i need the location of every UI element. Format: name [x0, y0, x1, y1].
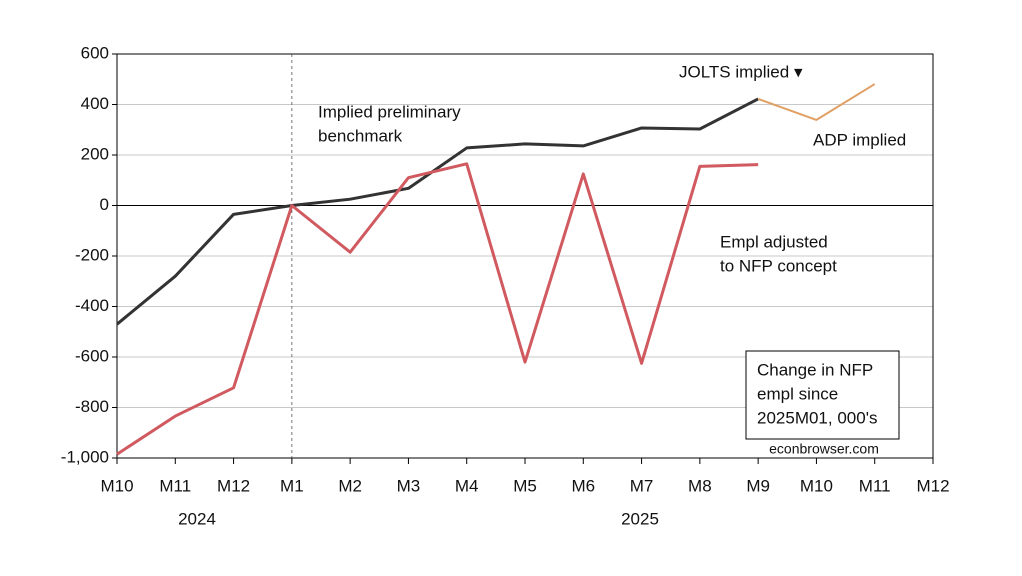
x-tick-label: M10	[100, 476, 133, 495]
year-label: 2025	[621, 509, 659, 528]
x-tick-label: M2	[338, 476, 362, 495]
x-tick-label: M9	[746, 476, 770, 495]
annotation: ADP implied	[813, 130, 906, 149]
x-tick-label: M10	[800, 476, 833, 495]
y-tick-label: 200	[81, 144, 109, 163]
y-tick-label: 400	[81, 94, 109, 113]
x-tick-label: M6	[571, 476, 595, 495]
note-text: 2025M01, 000's	[757, 408, 877, 427]
note-box	[745, 350, 900, 440]
series-line	[116, 162, 759, 456]
x-tick-label: M5	[513, 476, 537, 495]
y-tick-label: -600	[75, 346, 109, 365]
series-line	[757, 83, 876, 121]
series-line	[116, 97, 759, 326]
x-tick-label: M1	[280, 476, 304, 495]
x-tick-label: M11	[859, 476, 891, 495]
x-tick-label: M12	[217, 476, 250, 495]
note-text: empl since	[757, 384, 838, 403]
y-tick-label: 0	[100, 195, 109, 214]
x-tick-label: M8	[688, 476, 712, 495]
annotation: Empl adjusted	[720, 232, 828, 251]
y-tick-label: -400	[75, 296, 109, 315]
source: econbrowser.com	[769, 441, 879, 457]
annotation: Implied preliminary	[318, 102, 461, 121]
year-label: 2024	[178, 509, 216, 528]
x-tick-label: M11	[159, 476, 191, 495]
annotation: to NFP concept	[720, 256, 837, 275]
x-tick-label: M3	[397, 476, 421, 495]
y-tick-label: 600	[81, 43, 109, 62]
y-tick-label: -1,000	[61, 447, 109, 466]
annotation: JOLTS implied ▾	[679, 62, 803, 81]
y-tick-label: -200	[75, 245, 109, 264]
x-tick-label: M12	[916, 476, 949, 495]
y-tick-label: -800	[75, 397, 109, 416]
x-tick-label: M4	[455, 476, 479, 495]
annotation: benchmark	[318, 126, 403, 145]
x-tick-label: M7	[630, 476, 654, 495]
note-text: Change in NFP	[757, 360, 873, 379]
